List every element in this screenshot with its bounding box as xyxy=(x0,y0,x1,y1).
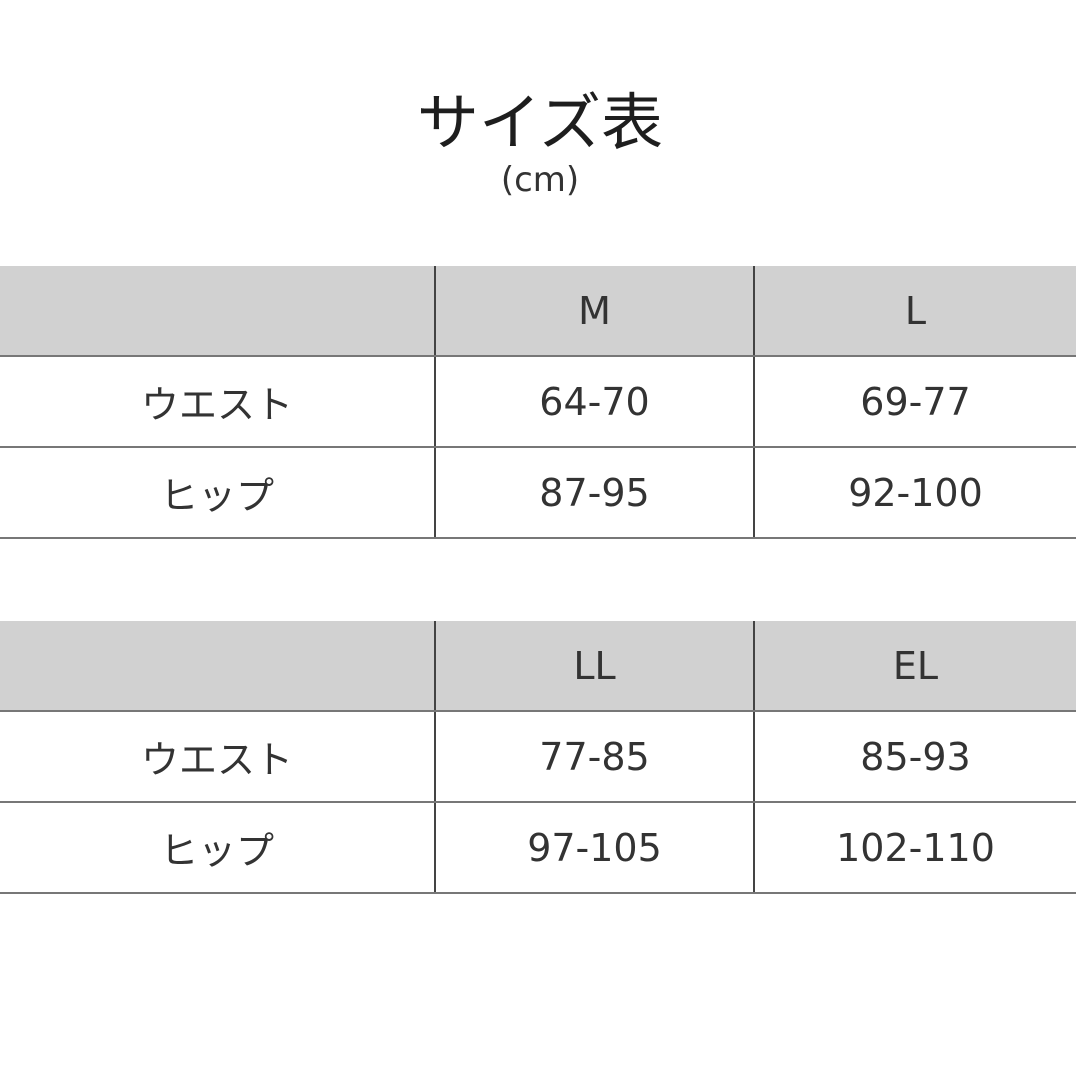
table-header-row: LL EL xyxy=(0,621,1076,712)
header-cell-size: LL xyxy=(434,621,754,712)
size-table-ll-el: LL EL ウエスト 77-85 85-93 ヒップ 97-105 102-11… xyxy=(0,621,1076,894)
table-cell: 85-93 xyxy=(753,711,1076,803)
table-row: ヒップ 87-95 92-100 xyxy=(0,447,1076,539)
table-cell: 77-85 xyxy=(434,711,754,803)
table-cell: 102-110 xyxy=(753,802,1076,894)
header-cell-empty xyxy=(0,266,435,357)
table-row: ウエスト 77-85 85-93 xyxy=(0,711,1076,803)
table-header-row: M L xyxy=(0,266,1076,357)
unit-label: (cm) xyxy=(500,160,580,200)
table-cell: 87-95 xyxy=(434,447,754,539)
header-cell-size: EL xyxy=(753,621,1076,712)
header-cell-empty xyxy=(0,621,435,712)
header-cell-size: M xyxy=(434,266,754,357)
table-row: ウエスト 64-70 69-77 xyxy=(0,356,1076,448)
page-title: サイズ表 xyxy=(416,86,664,159)
table-cell: 69-77 xyxy=(753,356,1076,448)
table-cell: 97-105 xyxy=(434,802,754,894)
size-table-m-l: M L ウエスト 64-70 69-77 ヒップ 87-95 92-100 xyxy=(0,266,1076,539)
row-label: ヒップ xyxy=(0,447,435,539)
row-label: ウエスト xyxy=(0,356,435,448)
table-row: ヒップ 97-105 102-110 xyxy=(0,802,1076,894)
row-label: ウエスト xyxy=(0,711,435,803)
table-cell: 64-70 xyxy=(434,356,754,448)
header-cell-size: L xyxy=(753,266,1076,357)
table-cell: 92-100 xyxy=(753,447,1076,539)
row-label: ヒップ xyxy=(0,802,435,894)
